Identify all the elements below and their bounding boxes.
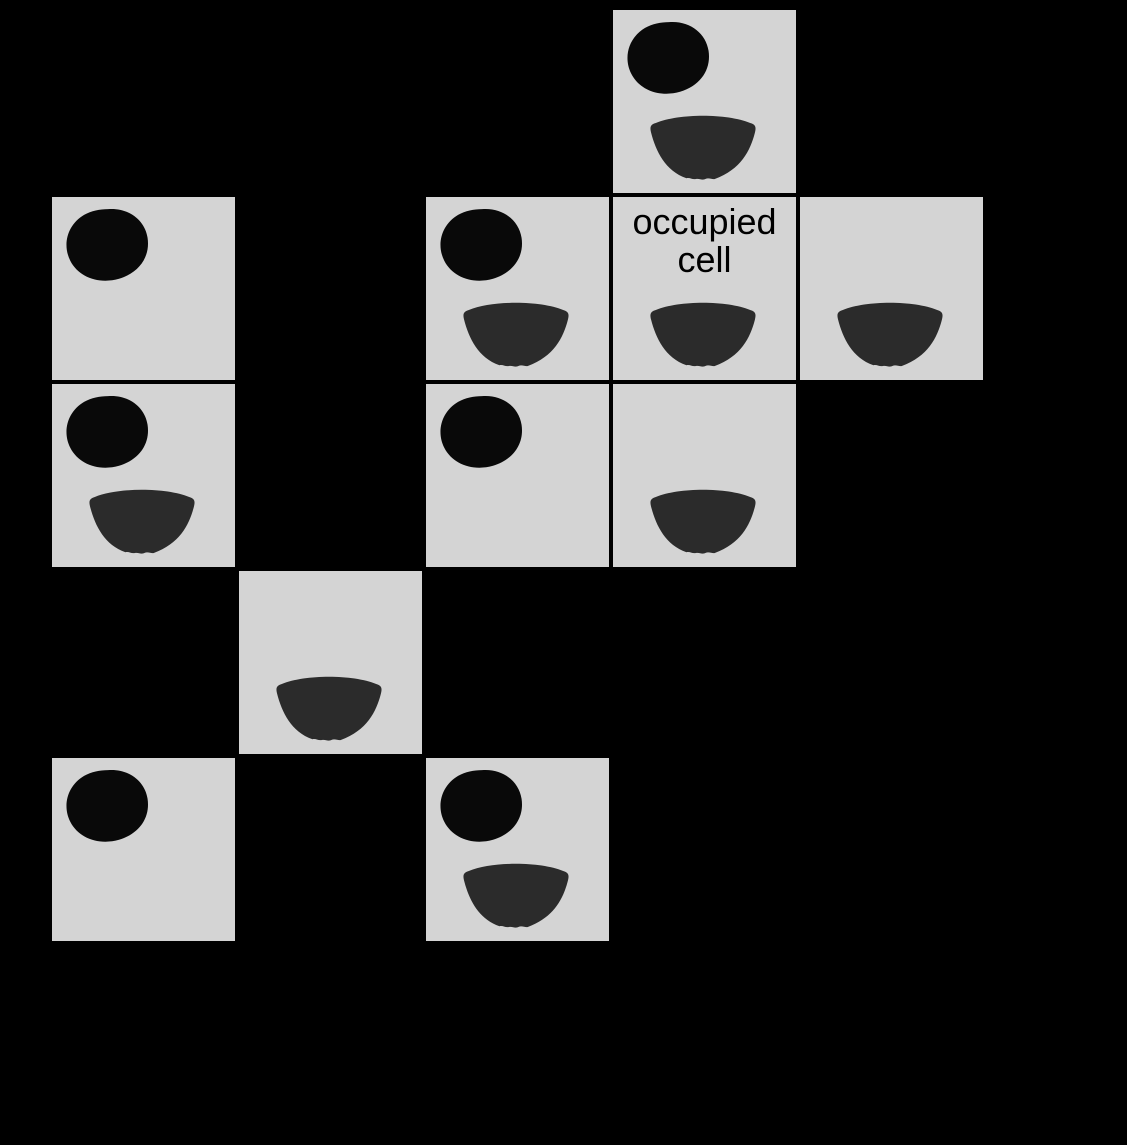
blob-icon: [436, 766, 528, 853]
grid-cell: [50, 195, 237, 382]
grid-cell: [424, 756, 611, 943]
blob-icon: [623, 18, 715, 105]
grid-cell: [424, 382, 611, 569]
grid-cell: [50, 756, 237, 943]
bowl-icon: [457, 855, 575, 940]
grid-cell: [424, 195, 611, 382]
grid-cell: [611, 382, 798, 569]
grid-cell: [798, 195, 985, 382]
grid-cell: [611, 8, 798, 195]
occupied-cell-label: occupiedcell: [613, 203, 796, 279]
blob-icon: [62, 205, 154, 292]
grid-cell: [237, 569, 424, 756]
bowl-icon: [457, 294, 575, 379]
bowl-icon: [270, 668, 388, 753]
diagram-stage: occupiedcell: [0, 0, 1127, 1145]
bowl-icon: [83, 481, 201, 566]
blob-icon: [436, 392, 528, 479]
grid-cell: occupiedcell: [611, 195, 798, 382]
grid-cell: [50, 382, 237, 569]
blob-icon: [62, 766, 154, 853]
bowl-icon: [644, 107, 762, 192]
bowl-icon: [644, 294, 762, 379]
blob-icon: [62, 392, 154, 479]
blob-icon: [436, 205, 528, 292]
bowl-icon: [831, 294, 949, 379]
bowl-icon: [644, 481, 762, 566]
